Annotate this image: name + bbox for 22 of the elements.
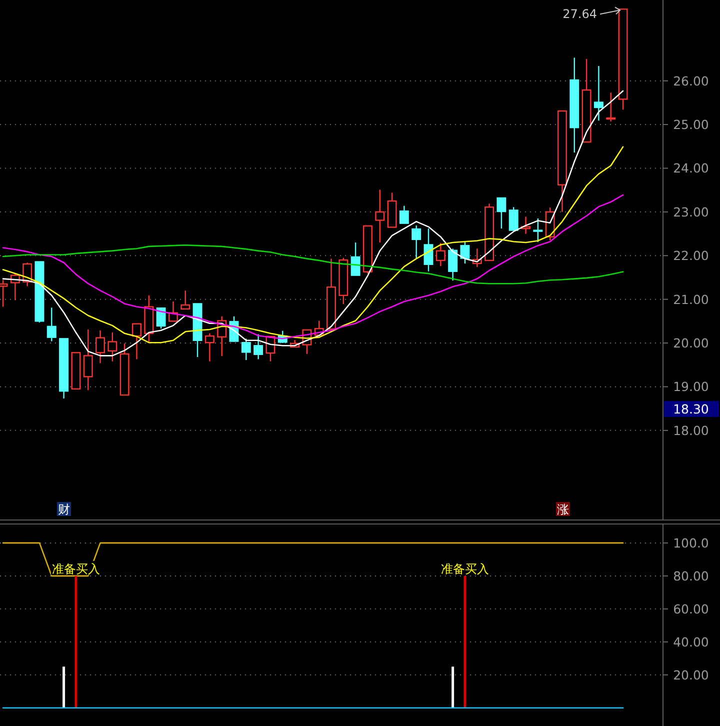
text: 18.30 [673,402,709,416]
y-tick-label: 25.00 [673,117,709,132]
y-tick-label: 100.0 [673,535,709,550]
y-tick-label: 23.00 [673,204,709,220]
y-tick-label: 20.00 [673,667,709,682]
data-label: 准备买入 [52,562,100,576]
y-tick-label: 40.00 [673,634,709,650]
y-tick-label: 21.00 [673,292,709,307]
y-tick-label: 20.00 [673,336,709,351]
y-tick-label: 60.00 [673,601,709,616]
y-tick-label: 26.00 [673,73,709,88]
y-tick-label: 24.00 [673,160,709,176]
annotation: 财 [58,502,70,516]
y-tick-label: 80.00 [673,568,709,584]
y-tick-label: 22.00 [673,248,709,264]
y-tick-label: 19.00 [673,379,709,394]
annotation: 涨 [557,502,569,516]
annotation: 27.64 [562,7,597,22]
data-label: 准备买入 [440,562,489,576]
line-series [2,90,624,356]
line-series [2,244,624,284]
y-tick-label: 18.00 [673,422,709,438]
